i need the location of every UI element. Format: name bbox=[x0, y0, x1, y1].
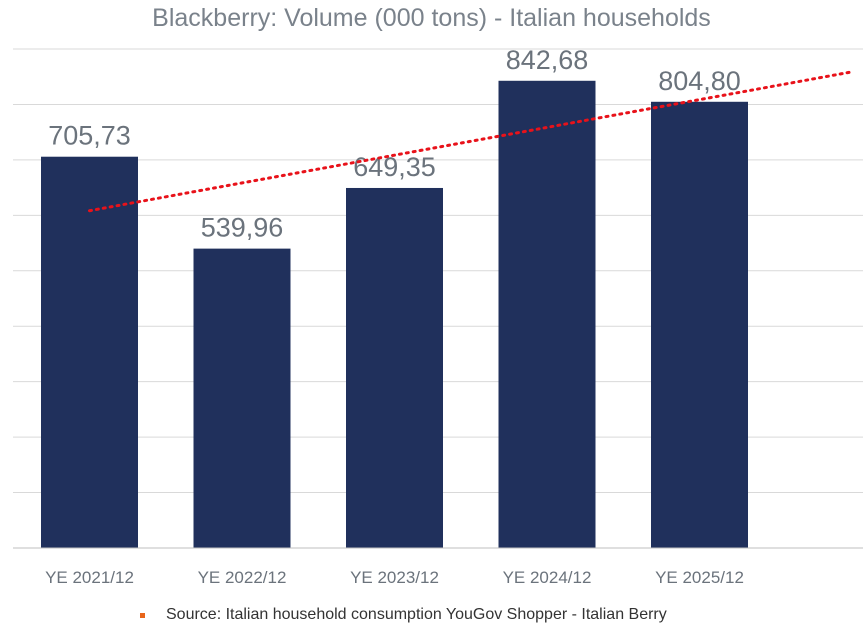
bullet-icon bbox=[140, 612, 145, 618]
x-tick-label: YE 2025/12 bbox=[655, 568, 744, 587]
bar bbox=[193, 248, 291, 548]
bar-chart: 705,73 YE 2021/12 539,96 YE 2022/12 649,35 YE… bbox=[13, 45, 863, 587]
data-label: 539,96 bbox=[201, 213, 284, 243]
bar bbox=[651, 101, 748, 548]
data-label: 804,80 bbox=[658, 66, 741, 96]
data-label: 842,68 bbox=[506, 45, 589, 75]
bar bbox=[41, 156, 138, 549]
x-tick-label: YE 2023/12 bbox=[350, 568, 439, 587]
x-tick-label: YE 2022/12 bbox=[198, 568, 287, 587]
data-label: 705,73 bbox=[48, 121, 131, 151]
source-note: Source: Italian household consumption Yo… bbox=[140, 606, 667, 624]
trendline bbox=[88, 70, 854, 213]
chart-title: Blackberry: Volume (000 tons) - Italian … bbox=[152, 4, 711, 32]
x-tick-label: YE 2024/12 bbox=[503, 568, 592, 587]
source-text: Source: Italian household consumption Yo… bbox=[166, 606, 667, 623]
bar bbox=[346, 187, 443, 548]
data-label: 649,35 bbox=[353, 152, 436, 182]
bar bbox=[498, 80, 596, 548]
x-tick-label: YE 2021/12 bbox=[45, 568, 134, 587]
